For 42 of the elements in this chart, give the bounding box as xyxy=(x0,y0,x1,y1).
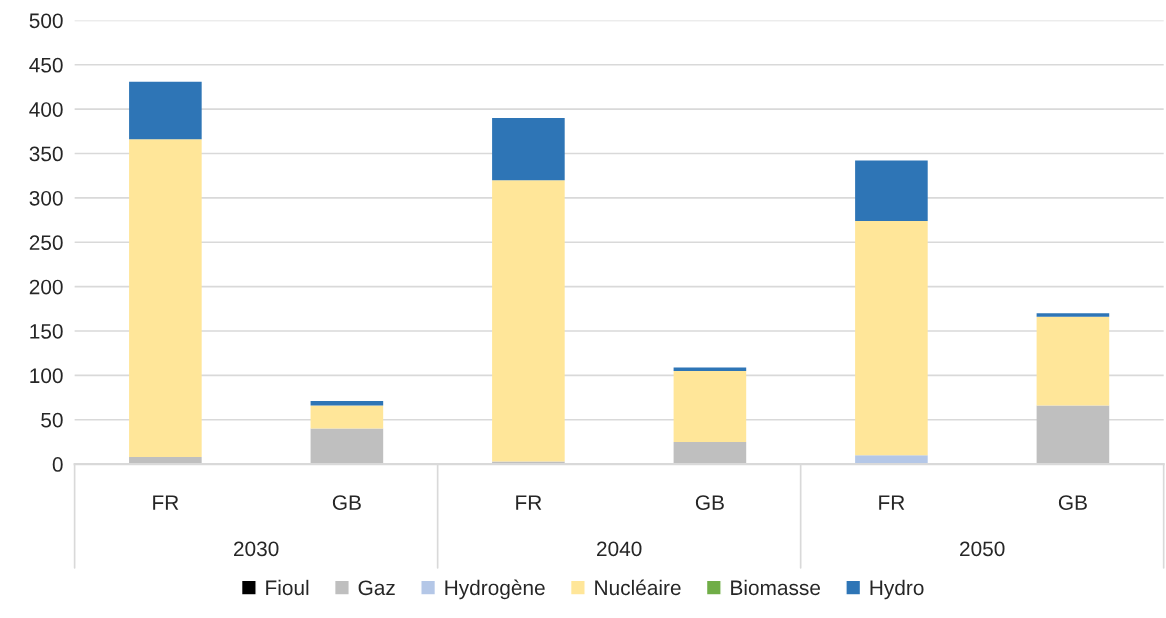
legend-label: Fioul xyxy=(266,579,309,596)
y-tick-label: 400 xyxy=(29,102,63,117)
bar xyxy=(129,81,202,140)
x-tick-label: GB xyxy=(695,495,724,510)
bar xyxy=(855,160,928,221)
bar xyxy=(673,441,747,465)
x-tick-label: FR xyxy=(516,495,542,510)
y-tick-label: 450 xyxy=(29,57,63,73)
bar xyxy=(492,118,565,181)
legend-label: Nucléaire xyxy=(595,579,681,596)
bar xyxy=(492,180,565,462)
text: 2050 xyxy=(960,541,1005,557)
text: 2030 xyxy=(234,541,279,557)
bar xyxy=(310,405,384,429)
y-tick-label: 500 xyxy=(29,13,63,29)
bar xyxy=(1036,313,1110,317)
bar xyxy=(855,455,928,464)
y-tick-label: 350 xyxy=(29,146,63,162)
y-tick-label: 300 xyxy=(29,190,63,206)
bar xyxy=(673,370,747,442)
y-tick-label: 50 xyxy=(41,412,63,428)
bar xyxy=(310,428,384,465)
legend-label: Hydro xyxy=(870,579,924,600)
bar xyxy=(1036,316,1110,406)
bar xyxy=(673,367,747,371)
text: 2040 xyxy=(597,541,642,557)
bar xyxy=(855,220,928,456)
legend-label: Biomasse xyxy=(731,579,820,596)
x-tick-label: FR xyxy=(879,495,905,510)
y-tick-label: 150 xyxy=(30,324,63,339)
legend-label: Gaz xyxy=(358,580,395,596)
y-tick-label: 100 xyxy=(30,368,63,384)
y-tick-label: 250 xyxy=(29,235,63,251)
y-tick-label: 0 xyxy=(52,457,63,472)
x-tick-label: FR xyxy=(153,495,179,510)
bar xyxy=(310,401,384,406)
bar xyxy=(129,139,202,458)
x-tick-label: GB xyxy=(1058,495,1087,510)
legend-label: Hydrogène xyxy=(445,579,545,600)
x-tick-label: GB xyxy=(332,495,361,510)
y-tick-label: 200 xyxy=(29,279,63,295)
bar xyxy=(1036,405,1110,465)
